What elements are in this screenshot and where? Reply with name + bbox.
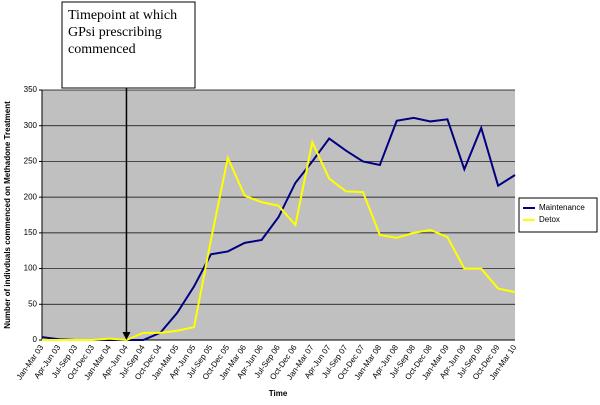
legend-label: Maintenance	[539, 203, 585, 212]
annotation-box	[61, 1, 196, 89]
legend-label: Detox	[539, 215, 560, 224]
y-tick-label: 200	[24, 192, 38, 201]
x-axis-label: Time	[269, 389, 288, 398]
annotation-line: GPsi prescribing	[68, 25, 162, 40]
series-line	[42, 138, 516, 342]
y-axis-label: Number of indivduals commenced on Methad…	[3, 101, 12, 329]
y-tick-label: 50	[28, 299, 37, 308]
y-tick-label: 350	[24, 85, 38, 94]
y-tick-label: 100	[24, 264, 38, 273]
legend-box	[518, 197, 598, 233]
annotation-line: Timepoint at which	[68, 8, 177, 23]
y-tick-label: 250	[24, 157, 38, 166]
y-tick-label: 0	[33, 335, 38, 344]
y-tick-label: 300	[24, 121, 38, 130]
y-tick-label: 150	[24, 228, 38, 237]
annotation-line: commenced	[68, 42, 136, 57]
arrow-head	[122, 332, 131, 340]
